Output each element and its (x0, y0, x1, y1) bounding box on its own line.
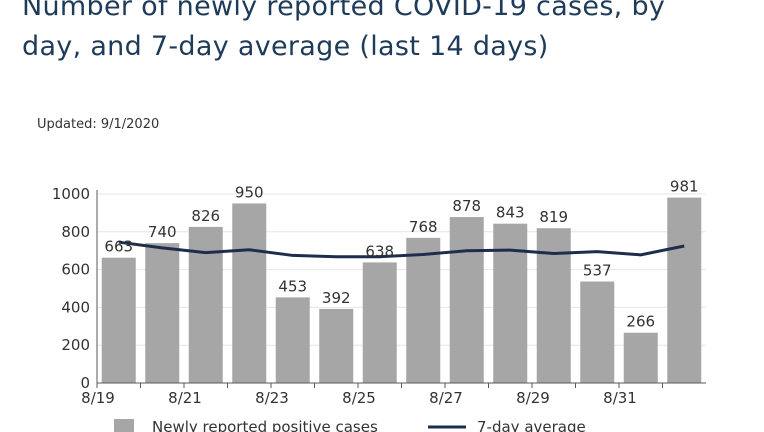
data-label: 819 (539, 208, 568, 226)
data-label: 453 (278, 277, 307, 295)
x-tick-label: 8/27 (429, 389, 463, 407)
bar (275, 297, 310, 383)
data-label: 740 (148, 223, 177, 241)
legend-bar-label: Newly reported positive cases (152, 418, 378, 432)
bar (623, 332, 658, 383)
legend-line-label: 7-day average (477, 418, 586, 432)
bar (362, 262, 397, 383)
data-label: 950 (235, 183, 264, 201)
data-label: 537 (583, 262, 612, 280)
bar-series (101, 197, 702, 383)
bar (145, 243, 180, 383)
bar (580, 281, 615, 383)
updated-date: Updated: 9/1/2020 (37, 117, 160, 132)
y-tick-label: 200 (61, 336, 90, 354)
axes: 0 200 400 600 800 1000 8/19 8/21 8/23 8/25 8/27 8/2… (52, 185, 706, 407)
bar (319, 308, 354, 383)
x-tick-label: 8/25 (342, 389, 376, 407)
y-tick-label: 600 (61, 261, 90, 279)
x-tick-label: 8/19 (81, 389, 115, 407)
bar (667, 197, 702, 383)
bar (406, 237, 441, 383)
chart-title-line-2: day, and 7-day average (last 14 days) (22, 31, 549, 62)
bar (493, 223, 528, 383)
chart-title-line-1: Number of newly reported COVID-19 cases,… (22, 0, 666, 22)
data-label: 981 (670, 178, 699, 196)
data-labels: 663 740 826 950 453 392 638 768 878 843 819 537 266 9… (104, 178, 698, 331)
x-tick-label: 8/31 (603, 389, 637, 407)
bar (232, 203, 267, 383)
data-label: 392 (322, 289, 351, 307)
data-label: 638 (365, 242, 394, 260)
y-tick-label: 400 (61, 298, 90, 316)
x-tick-label: 8/21 (168, 389, 202, 407)
data-label: 266 (626, 313, 655, 331)
y-tick-label: 0 (80, 374, 90, 392)
x-tick-label: 8/23 (255, 389, 289, 407)
bar (101, 257, 136, 383)
y-tick-label: 800 (61, 223, 90, 241)
data-label: 768 (409, 218, 438, 236)
chart-title: Number of newly reported COVID-19 cases,… (22, 0, 665, 67)
data-label: 878 (452, 197, 481, 215)
legend: Newly reported positive cases 7-day aver… (114, 418, 586, 432)
bar (449, 217, 484, 383)
legend-bar-swatch (114, 419, 134, 432)
data-label: 843 (496, 204, 525, 222)
data-label: 826 (191, 207, 220, 225)
grid-lines (97, 193, 706, 346)
y-tick-label: 1000 (52, 185, 90, 203)
x-tick-label: 8/29 (516, 389, 550, 407)
average-line (118, 240, 685, 259)
data-label: 663 (104, 238, 133, 256)
average-line-series (118, 240, 685, 259)
